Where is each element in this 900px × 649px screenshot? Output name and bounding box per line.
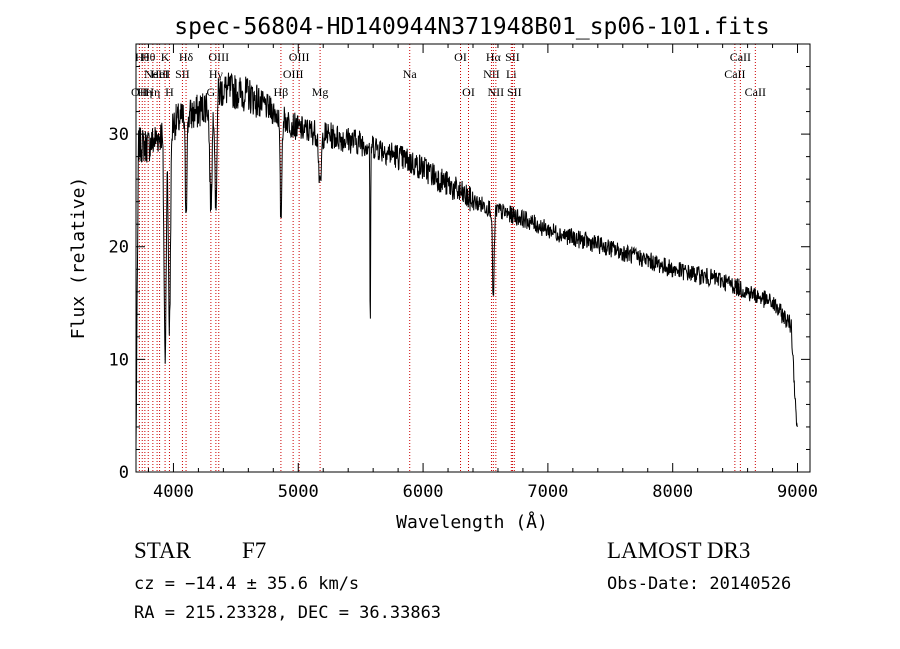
line-marker-label: K xyxy=(161,50,170,64)
line-marker-label: OIII xyxy=(289,50,310,64)
line-marker-label: CaII xyxy=(730,50,751,64)
x-tick-label: 5000 xyxy=(278,482,319,502)
line-markers: OIIHθHηHθHηNeIIIHeIKHSIIHδGHγOIIIHβOIIIO… xyxy=(131,44,766,472)
x-tick-label: 8000 xyxy=(652,482,693,502)
line-marker-label: Hα xyxy=(486,50,502,64)
line-marker-label: OII xyxy=(131,85,148,99)
line-marker-label: Na xyxy=(403,67,418,81)
line-marker-label: OI xyxy=(454,50,467,64)
obs-date: Obs-Date: 20140526 xyxy=(607,574,792,594)
y-tick-label: 10 xyxy=(109,350,129,370)
line-marker-label: HeI xyxy=(151,67,169,81)
line-marker-label: SII xyxy=(505,50,520,64)
x-tick-label: 7000 xyxy=(527,482,568,502)
object-class: STAR xyxy=(134,538,191,563)
line-marker-label: SII xyxy=(175,67,190,81)
line-marker-label: Hη xyxy=(145,85,160,99)
plot-frame xyxy=(135,43,811,473)
chart-title: spec-56804-HD140944N371948B01_sp06-101.f… xyxy=(174,14,769,40)
line-marker-label: Hθ xyxy=(141,50,156,64)
line-marker-label: CaII xyxy=(724,67,745,81)
line-marker-label: NII xyxy=(488,85,505,99)
line-marker-label: NII xyxy=(483,67,500,81)
y-tick-label: 20 xyxy=(109,238,129,258)
x-tick-label: 4000 xyxy=(153,482,194,502)
axes: 4000 5000 6000 7000 8000 9000 0 10 20 30 xyxy=(109,44,818,502)
object-subclass: F7 xyxy=(242,538,267,563)
line-marker-label: Hγ xyxy=(209,67,224,81)
redshift-text: cz = −14.4 ± 35.6 km/s xyxy=(134,574,360,594)
x-axis-label: Wavelength (Å) xyxy=(396,511,548,533)
coordinates: RA = 215.23328, DEC = 36.33863 xyxy=(134,603,442,623)
y-tick-label: 30 xyxy=(109,125,129,145)
line-marker-label: SII xyxy=(507,85,522,99)
y-tick-label: 0 xyxy=(119,463,129,483)
line-marker-label: OIII xyxy=(208,50,229,64)
line-marker-label: OI xyxy=(462,85,475,99)
line-marker-label: Hθ xyxy=(135,50,150,64)
line-marker-label: NeIII xyxy=(144,67,170,81)
spectrum-line xyxy=(135,72,798,447)
line-marker-label: G xyxy=(207,85,216,99)
line-marker-label: Hδ xyxy=(179,50,194,64)
line-marker-label: H xyxy=(165,85,174,99)
survey-name: LAMOST DR3 xyxy=(607,538,751,563)
spectrum-chart: spec-56804-HD140944N371948B01_sp06-101.f… xyxy=(68,14,818,533)
x-tick-label: 6000 xyxy=(403,482,444,502)
spectrum xyxy=(135,72,798,447)
line-marker-label: Hβ xyxy=(274,85,289,99)
line-marker-label: OIII xyxy=(283,67,304,81)
line-marker-label: Mg xyxy=(312,85,329,99)
line-marker-label: Li xyxy=(506,67,517,81)
y-axis-label: Flux (relative) xyxy=(68,177,89,340)
x-tick-label: 9000 xyxy=(777,482,818,502)
line-marker-label: CaII xyxy=(745,85,766,99)
